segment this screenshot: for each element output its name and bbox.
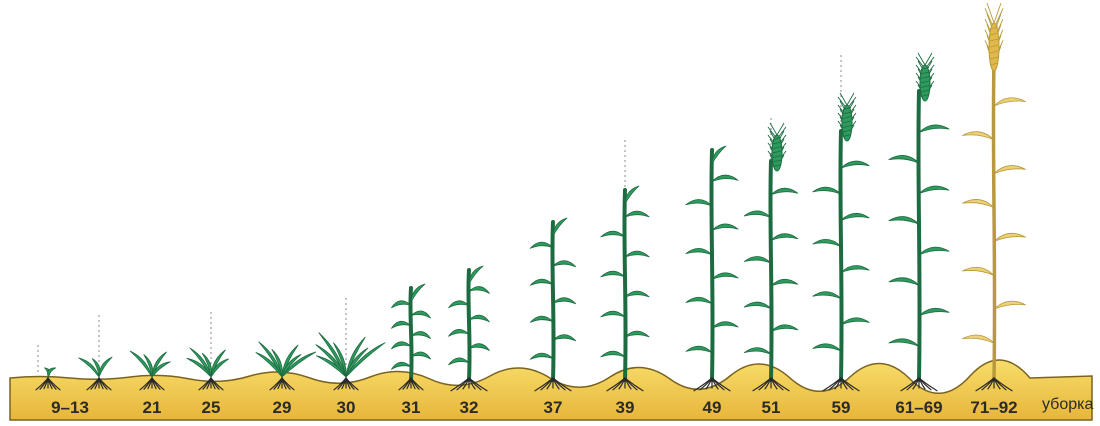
wheat-plant-1 [78, 356, 113, 391]
wheat-plant-14 [962, 2, 1026, 392]
wheat-plant-2 [129, 350, 171, 391]
stage-label-59: 59 [831, 398, 851, 417]
wheat-plant-5 [315, 332, 386, 391]
wheat-plant-0 [35, 367, 61, 391]
wheat-plant-8 [529, 217, 577, 392]
stage-label-49: 49 [702, 398, 722, 417]
wheat-plant-12 [812, 92, 870, 392]
stage-label-21: 21 [142, 398, 162, 417]
stage-label-25: 25 [201, 398, 221, 417]
wheat-plant-4 [255, 341, 317, 391]
wheat-plant-6 [391, 283, 431, 391]
stage-label-37: 37 [543, 398, 563, 417]
stage-label-71-92: 71–92 [970, 398, 1018, 417]
harvest-label: уборка [1042, 396, 1094, 413]
stage-label-39: 39 [615, 398, 635, 417]
stage-label-30: 30 [336, 398, 356, 417]
wheat-plant-7 [448, 265, 490, 392]
wheat-plant-13 [888, 52, 950, 392]
wheat-plant-10 [685, 145, 739, 392]
stage-label-61-69: 61–69 [895, 398, 943, 417]
stage-label-31: 31 [401, 398, 421, 417]
stage-label-51: 51 [761, 398, 781, 417]
wheat-plant-3 [186, 347, 229, 391]
stage-label-29: 29 [272, 398, 292, 417]
stage-label-9-13: 9–13 [51, 398, 89, 417]
wheat-plant-9 [600, 185, 650, 392]
stage-label-32: 32 [459, 398, 479, 417]
wheat-plant-11 [743, 122, 799, 392]
plants-group [35, 2, 1026, 392]
